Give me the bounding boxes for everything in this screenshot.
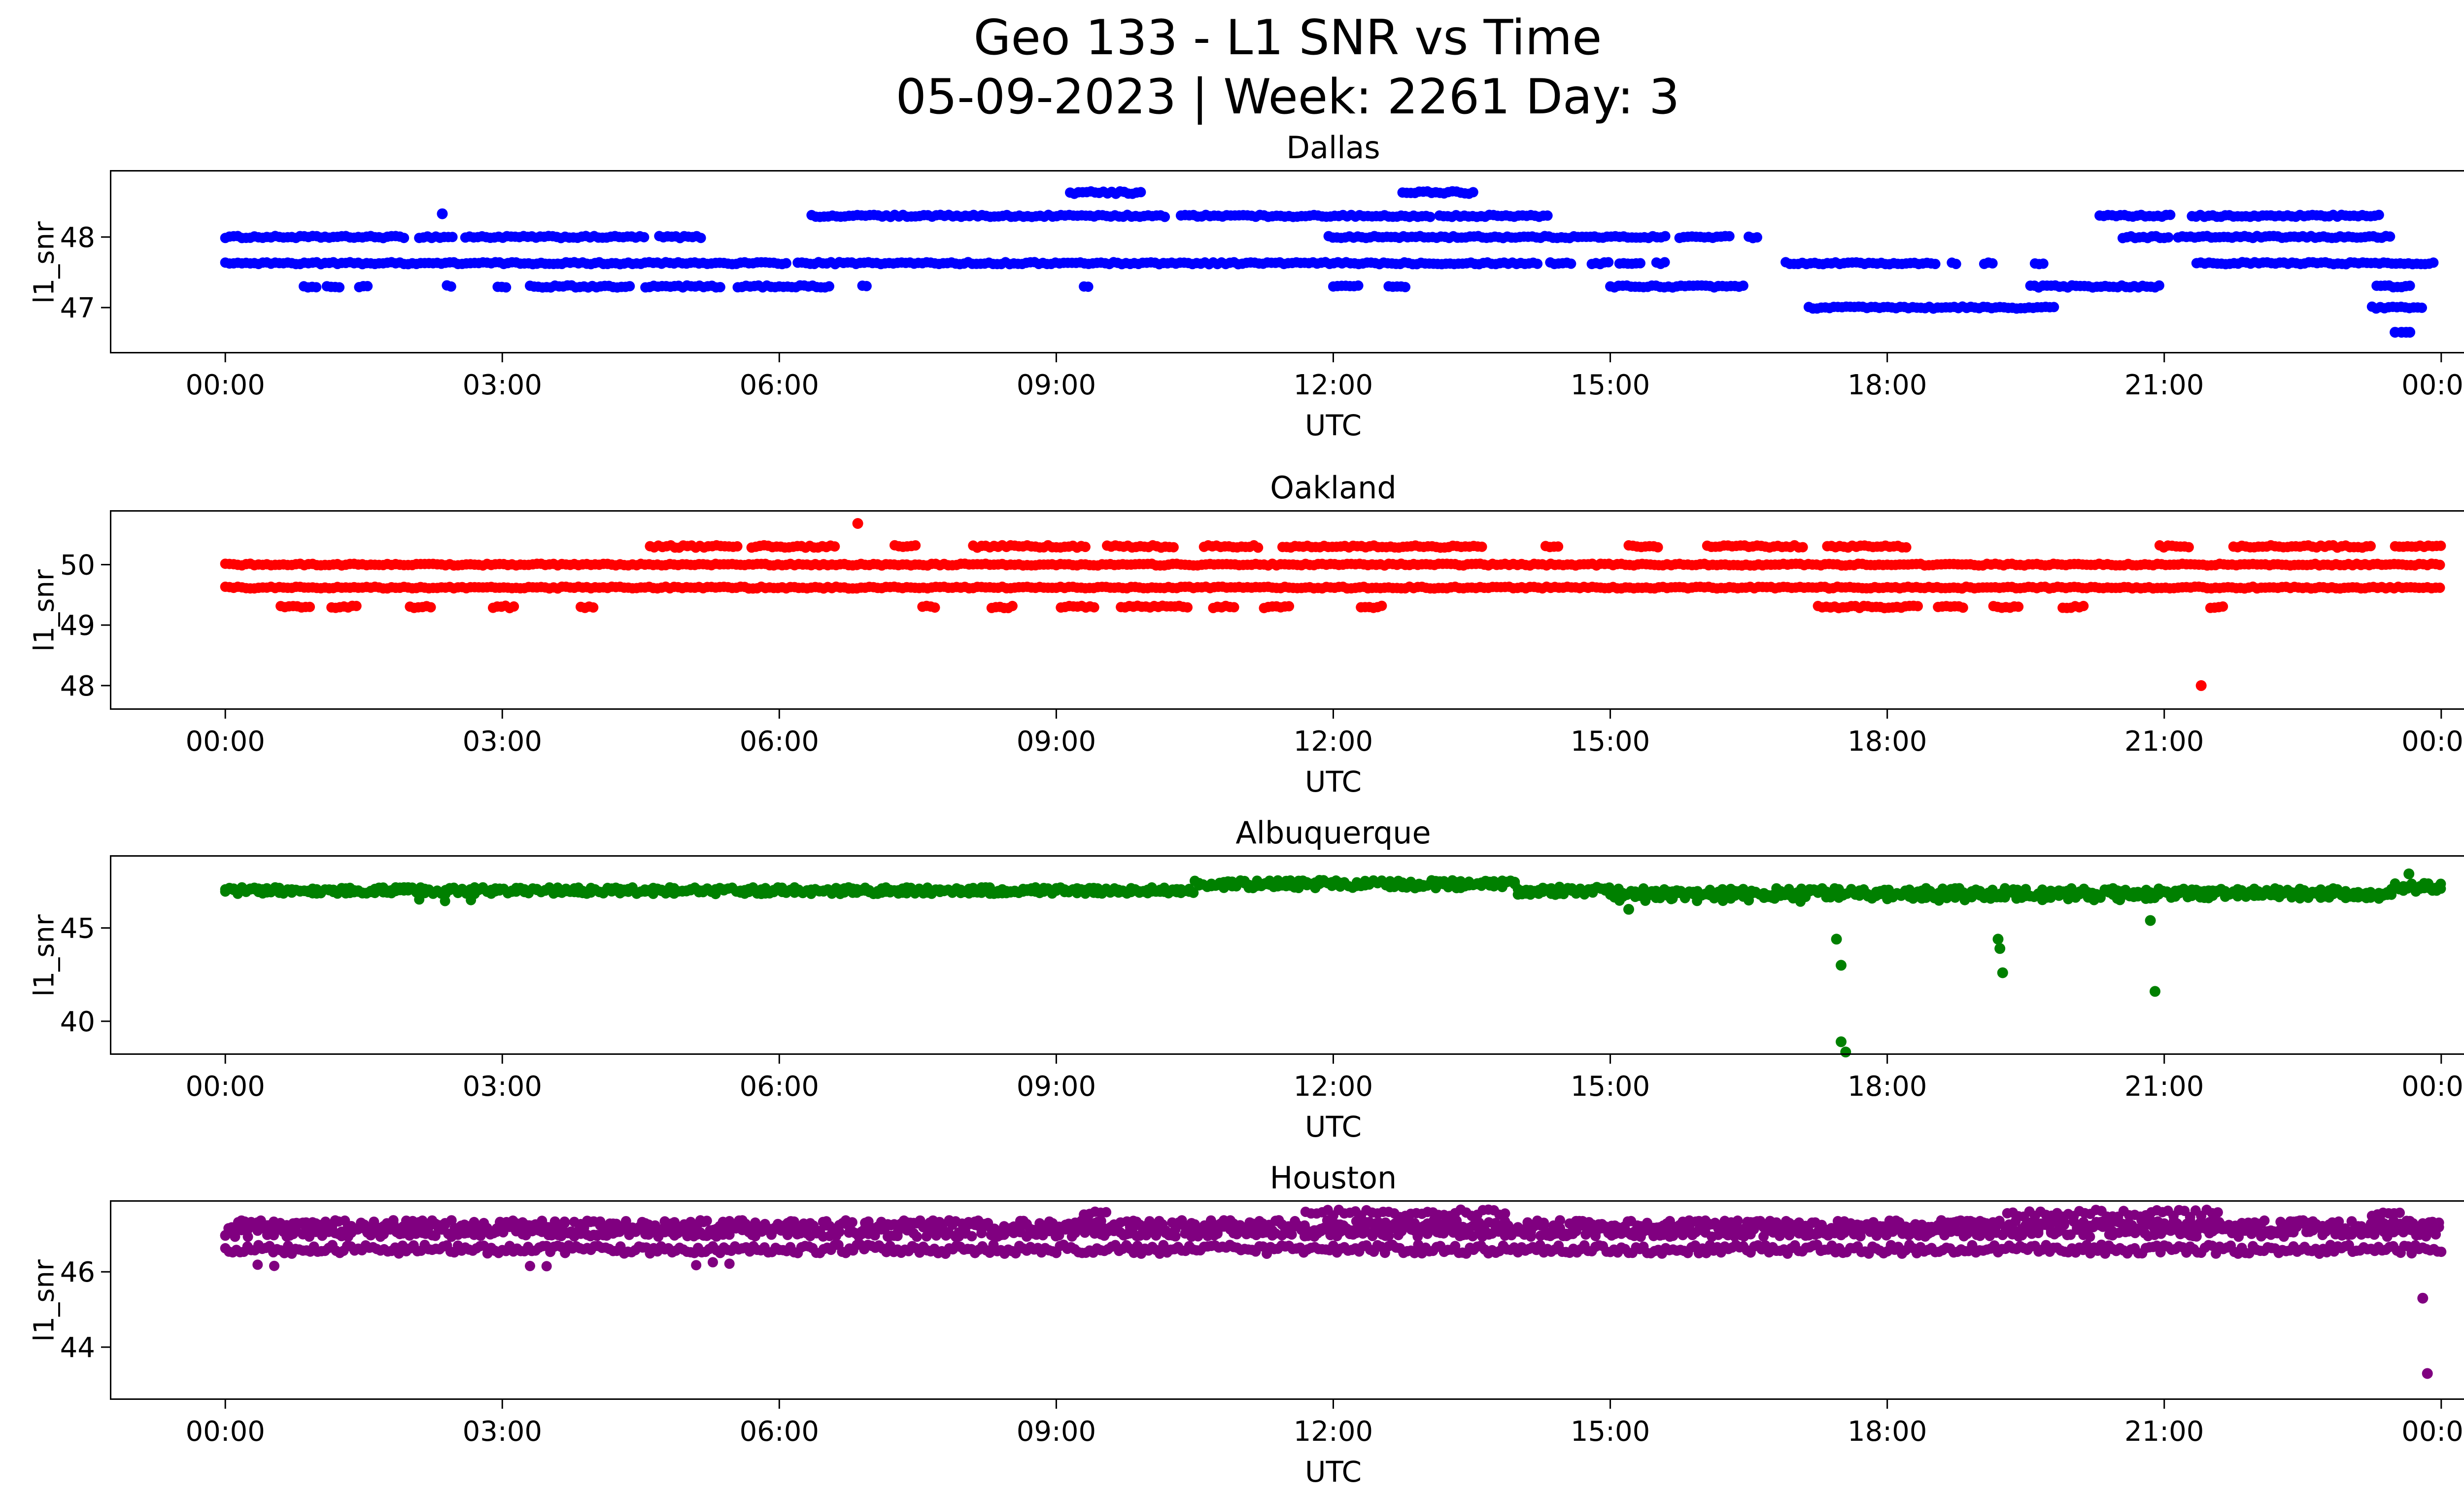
svg-text:03:00: 03:00 <box>463 1416 542 1448</box>
figure-title: Geo 133 - L1 SNR vs Time <box>973 10 1602 66</box>
svg-text:09:00: 09:00 <box>1017 1071 1096 1103</box>
y-axis-label-oakland: l1_snr <box>28 569 61 652</box>
scatter-plot-houston: 00:00 03:00 06:00 09:00 12:00 15:00 18:00 21:00… <box>60 1200 2464 1448</box>
svg-text:18:00: 18:00 <box>1848 1071 1927 1103</box>
scatter-plot-oakland: 00:00 03:00 06:00 09:00 12:00 15:00 18:00 21:00… <box>60 510 2464 758</box>
svg-text:09:00: 09:00 <box>1017 369 1096 401</box>
subplot-title-albuquerque: Albuquerque <box>1235 815 1431 851</box>
svg-text:00:00: 00:00 <box>2401 1071 2464 1103</box>
svg-text:18:00: 18:00 <box>1848 1416 1927 1448</box>
svg-text:47: 47 <box>60 292 95 324</box>
y-axis-label-houston: l1_snr <box>28 1259 61 1342</box>
svg-text:06:00: 06:00 <box>740 726 819 758</box>
y-axis-label-albuquerque: l1_snr <box>28 914 61 997</box>
svg-text:03:00: 03:00 <box>463 726 542 758</box>
subplot-title-dallas: Dallas <box>1286 130 1380 166</box>
svg-text:03:00: 03:00 <box>463 369 542 401</box>
figure-title-block: Geo 133 - L1 SNR vs Time 05-09-2023 | We… <box>0 9 2464 127</box>
svg-text:15:00: 15:00 <box>1571 726 1650 758</box>
svg-text:06:00: 06:00 <box>740 1071 819 1103</box>
svg-text:18:00: 18:00 <box>1848 726 1927 758</box>
svg-text:48: 48 <box>60 670 95 702</box>
x-axis-label-houston: UTC <box>1305 1455 1362 1489</box>
svg-text:48: 48 <box>60 222 95 254</box>
svg-text:45: 45 <box>60 913 95 945</box>
figure-subtitle: 05-09-2023 | Week: 2261 Day: 3 <box>895 69 1680 125</box>
y-axis-label-dallas: l1_snr <box>28 221 61 304</box>
svg-text:12:00: 12:00 <box>1294 726 1373 758</box>
svg-text:00:00: 00:00 <box>186 1416 265 1448</box>
svg-text:21:00: 21:00 <box>2124 726 2204 758</box>
svg-text:15:00: 15:00 <box>1571 1416 1650 1448</box>
x-axis-label-dallas: UTC <box>1305 409 1362 442</box>
svg-text:18:00: 18:00 <box>1848 369 1927 401</box>
svg-text:21:00: 21:00 <box>2124 369 2204 401</box>
x-axis-label-oakland: UTC <box>1305 765 1362 799</box>
svg-text:49: 49 <box>60 610 95 642</box>
svg-text:50: 50 <box>60 549 95 581</box>
svg-text:21:00: 21:00 <box>2124 1071 2204 1103</box>
svg-text:15:00: 15:00 <box>1571 369 1650 401</box>
svg-text:00:00: 00:00 <box>2401 369 2464 401</box>
svg-text:00:00: 00:00 <box>2401 726 2464 758</box>
svg-text:00:00: 00:00 <box>186 1071 265 1103</box>
svg-text:40: 40 <box>60 1006 95 1038</box>
svg-text:00:00: 00:00 <box>186 369 265 401</box>
subplot-title-houston: Houston <box>1269 1160 1397 1196</box>
subplot-title-oakland: Oakland <box>1270 470 1397 506</box>
svg-text:00:00: 00:00 <box>186 726 265 758</box>
svg-text:44: 44 <box>60 1332 95 1364</box>
svg-text:12:00: 12:00 <box>1294 1416 1373 1448</box>
scatter-plot-albuquerque: 00:00 03:00 06:00 09:00 12:00 15:00 18:00 21:00… <box>60 855 2464 1103</box>
svg-text:15:00: 15:00 <box>1571 1071 1650 1103</box>
svg-text:21:00: 21:00 <box>2124 1416 2204 1448</box>
svg-text:46: 46 <box>60 1256 95 1288</box>
svg-text:12:00: 12:00 <box>1294 1071 1373 1103</box>
svg-text:09:00: 09:00 <box>1017 1416 1096 1448</box>
svg-text:06:00: 06:00 <box>740 369 819 401</box>
svg-text:06:00: 06:00 <box>740 1416 819 1448</box>
svg-text:09:00: 09:00 <box>1017 726 1096 758</box>
svg-text:12:00: 12:00 <box>1294 369 1373 401</box>
x-axis-label-albuquerque: UTC <box>1305 1110 1362 1144</box>
svg-text:03:00: 03:00 <box>463 1071 542 1103</box>
svg-text:00:00: 00:00 <box>2401 1416 2464 1448</box>
scatter-plot-dallas: 00:00 03:00 06:00 09:00 12:00 15:00 18:00 21:00… <box>60 170 2464 401</box>
